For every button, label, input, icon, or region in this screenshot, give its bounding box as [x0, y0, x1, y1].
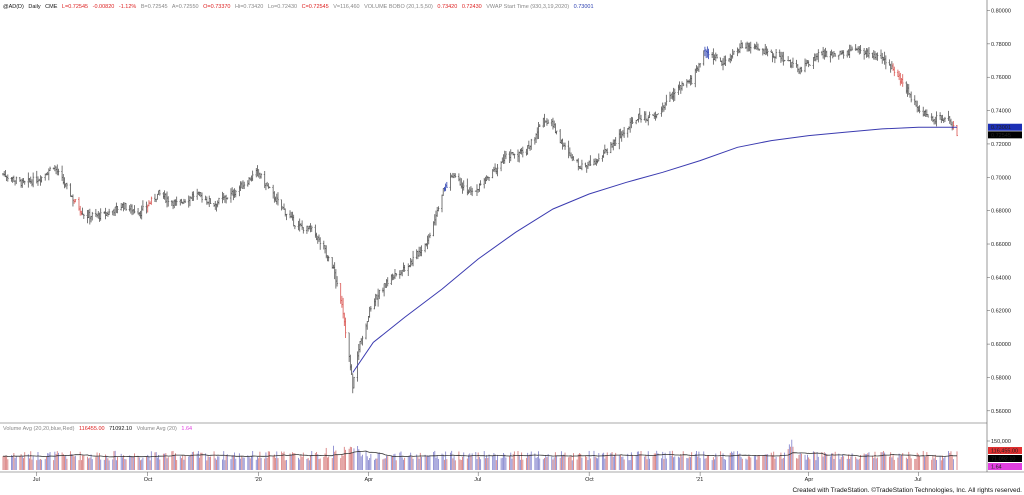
x-axis: Jul Oct '20 Apr Jul Oct '21 Apr Jul [33, 472, 921, 483]
volume-marker-3: 1.64 [988, 463, 1022, 471]
header-study2-v1: 0.73001 [574, 4, 594, 10]
price-tick-label: 0.60000 [991, 342, 1011, 348]
chart-header: @AD(D) Daily CME L=0.72545 -0.00820 -1.1… [3, 4, 594, 10]
credits: Created with TradeStation. ©TradeStation… [792, 487, 1022, 494]
svg-text:0.72545: 0.72545 [991, 133, 1011, 139]
header-change: -0.00820 [93, 4, 115, 10]
header-open: O=0.73370 [203, 4, 230, 10]
header-bid: B=0.72545 [141, 4, 168, 10]
header-symbol: @AD(D) [3, 4, 24, 10]
volume-header: Volume Avg (20,20,blue,Red) 116455.00 71… [3, 426, 192, 432]
header-ask: A=0.72550 [172, 4, 199, 10]
header-study1-name: VOLUME BOBO (20,1.5,50) [364, 4, 433, 10]
volume-header-v3: 1.64 [181, 426, 192, 432]
price-tick-label: 0.70000 [991, 175, 1011, 181]
header-close: C=0.72545 [302, 4, 329, 10]
header-high: Hi=0.73420 [235, 4, 263, 10]
price-tick-label: 0.80000 [991, 9, 1011, 15]
vwap-line [352, 126, 957, 373]
volume-marker-1: 116,455.00 [988, 447, 1022, 455]
price-tick-label: 0.58000 [991, 375, 1011, 381]
volume-bars [2, 439, 958, 470]
price-axis: 0.80000 0.78000 0.76000 0.74000 0.72000 0.700… [987, 9, 1011, 415]
header-low: Lo=0.72430 [268, 4, 297, 10]
x-tick-label: '20 [255, 477, 262, 483]
price-tick-label: 0.62000 [991, 309, 1011, 315]
svg-text:116,455.00: 116,455.00 [991, 449, 1018, 455]
x-tick-label: Apr [364, 477, 373, 483]
price-tick-label: 0.78000 [991, 42, 1011, 48]
svg-text:0.73001: 0.73001 [991, 125, 1011, 131]
x-tick-label: '21 [696, 477, 703, 483]
header-study2-name: VWAP Start Time (930,3,19,2020) [486, 4, 569, 10]
volume-header-name: Volume Avg (20,20,blue,Red) [3, 426, 75, 432]
x-tick-label: Oct [144, 477, 153, 483]
volume-axis-top-label: 150,000 [991, 439, 1011, 445]
price-tick-label: 0.76000 [991, 75, 1011, 81]
x-tick-label: Oct [585, 477, 594, 483]
x-tick-label: Apr [805, 477, 814, 483]
header-exchange: CME [45, 4, 58, 10]
vwap-price-marker: 0.73001 [988, 123, 1022, 131]
volume-header-v2: 71092.10 [109, 426, 132, 432]
volume-marker-2: 71,092.10 [988, 455, 1022, 463]
svg-text:71,092.10: 71,092.10 [991, 457, 1015, 463]
price-tick-label: 0.68000 [991, 209, 1011, 215]
last-price-marker: 0.72545 [988, 131, 1022, 139]
x-tick-label: Jul [914, 477, 921, 483]
price-tick-label: 0.72000 [991, 142, 1011, 148]
header-interval: Daily [28, 4, 40, 10]
header-study1-v1: 0.73420 [437, 4, 457, 10]
volume-average-line [2, 450, 957, 458]
price-tick-label: 0.66000 [991, 242, 1011, 248]
price-tick-label: 0.74000 [991, 109, 1011, 115]
volume-header-study: Volume Avg (20) [137, 426, 177, 432]
header-volume: V=116,460 [333, 4, 359, 10]
volume-header-v1: 116455.00 [79, 426, 105, 432]
x-tick-label: Jul [474, 477, 481, 483]
x-tick-label: Jul [33, 477, 40, 483]
price-tick-label: 0.64000 [991, 275, 1011, 281]
header-last: L=0.72545 [62, 4, 88, 10]
header-change-pct: -1.12% [119, 4, 137, 10]
credits-right: ©TradeStation Technologies, Inc. All rig… [871, 487, 1022, 494]
svg-text:1.64: 1.64 [991, 465, 1002, 471]
header-study1-v2: 0.72430 [462, 4, 482, 10]
price-bars [2, 40, 958, 394]
price-tick-label: 0.56000 [991, 409, 1011, 415]
credits-left: Created with TradeStation. [792, 487, 870, 494]
